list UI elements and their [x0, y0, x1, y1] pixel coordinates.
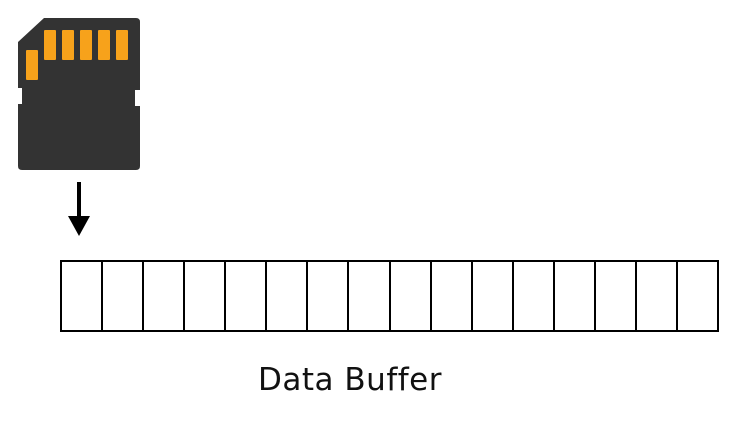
data-buffer	[60, 260, 719, 332]
sd-card-icon	[18, 18, 140, 170]
buffer-cell	[637, 262, 678, 330]
buffer-cell	[144, 262, 186, 330]
buffer-cell	[267, 262, 309, 330]
buffer-cell	[678, 262, 717, 330]
buffer-cell	[349, 262, 391, 330]
sd-card-contact	[44, 30, 56, 60]
buffer-cell	[62, 262, 104, 330]
arrow-down-icon	[68, 182, 90, 236]
buffer-cell	[596, 262, 637, 330]
sd-card-contacts	[26, 30, 128, 80]
buffer-cell	[514, 262, 555, 330]
sd-card-contact	[26, 50, 38, 80]
sd-card-contact	[62, 30, 74, 60]
sd-card-contact	[98, 30, 110, 60]
buffer-cell	[185, 262, 227, 330]
buffer-cell	[432, 262, 473, 330]
buffer-cell	[555, 262, 596, 330]
buffer-cell	[308, 262, 350, 330]
buffer-cell	[473, 262, 514, 330]
sd-card-contact	[116, 30, 128, 60]
buffer-cell	[391, 262, 432, 330]
buffer-caption: Data Buffer	[258, 362, 442, 398]
buffer-cell	[103, 262, 145, 330]
sd-card-contact	[80, 30, 92, 60]
buffer-cell	[226, 262, 268, 330]
